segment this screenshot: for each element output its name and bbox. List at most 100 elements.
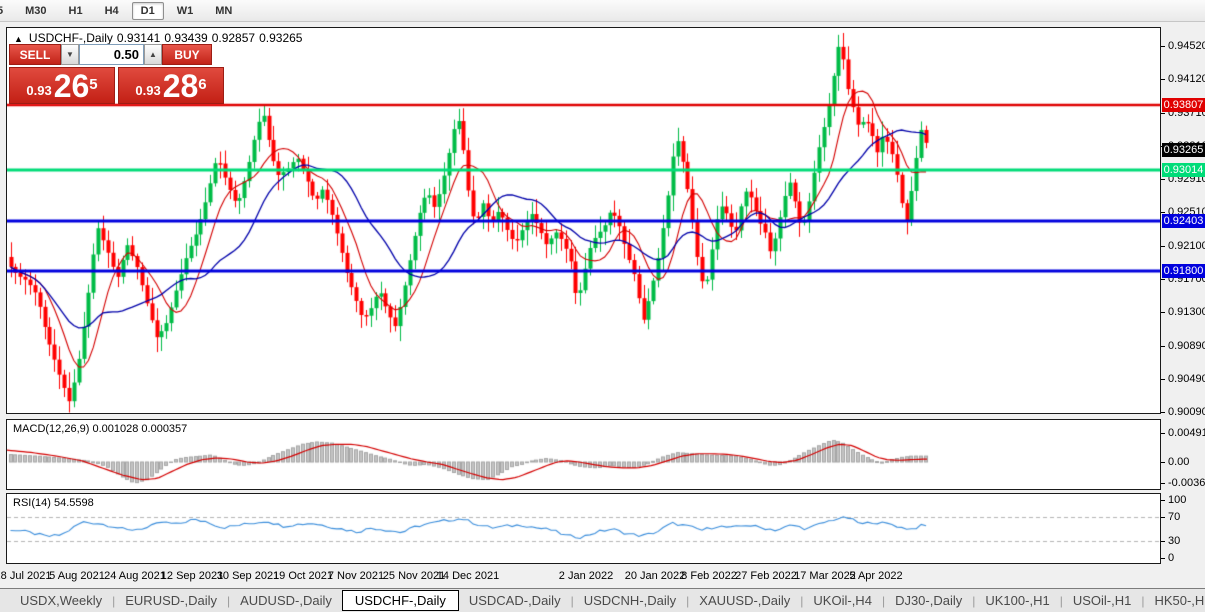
tab-separator: | (226, 593, 231, 608)
volume-increase-button[interactable]: ▲ (144, 44, 162, 65)
chart-symbol-title: USDCHF-,Daily (28, 31, 113, 45)
price-axis-tick: 0.94520 (1168, 40, 1205, 52)
chart-tab-eurusd-daily[interactable]: EURUSD-,Daily (125, 593, 217, 608)
chart-tab-usdcnh-daily[interactable]: USDCNH-,Daily (583, 593, 677, 608)
axis-tick-mark (1161, 517, 1165, 518)
axis-tick-mark (1161, 541, 1165, 542)
macd-indicator-label: MACD(12,26,9) 0.001028 0.000357 (13, 423, 188, 435)
date-axis-label: 5 Apr 2022 (849, 570, 903, 582)
rsi-panel (6, 493, 1161, 564)
chart-tab-dj30-daily[interactable]: DJ30-,Daily (895, 593, 963, 608)
tab-separator: | (686, 593, 690, 608)
price-axis-tick: 0.94120 (1168, 73, 1205, 85)
sell-quote-tile[interactable]: 0.93 26 5 (9, 67, 115, 104)
ohlc-open: 0.93141 (116, 31, 161, 45)
tab-separator: | (1141, 593, 1145, 608)
price-axis-tick: 0.90890 (1168, 340, 1205, 352)
axis-tick-mark (1161, 212, 1165, 213)
date-axis: 18 Jul 2021 5 Aug 2021 24 Aug 2021 12 Sep 2… (0, 566, 1205, 586)
level-price-label: 0.92403 (1162, 214, 1205, 228)
timeframe-button-m30[interactable]: M30 (25, 4, 47, 17)
date-axis-label: 25 Nov 2021 (382, 570, 446, 582)
volume-input[interactable] (79, 44, 144, 65)
axis-tick-mark (1161, 558, 1165, 559)
macd-canvas[interactable] (7, 420, 1160, 489)
timeframe-button-d1[interactable]: D1 (131, 1, 164, 20)
chart-tab-usdchf-daily[interactable]: USDCHF-,Daily (341, 590, 459, 611)
macd-axis-tick: 0.004913 (1168, 427, 1205, 439)
date-axis-label: 18 Jul 2021 (0, 570, 52, 582)
date-axis-label: 2 Jan 2022 (558, 570, 614, 582)
chart-title-bar: ▲ USDCHF-,Daily 0.93141 0.93439 0.92857 0.932… (14, 31, 306, 45)
tab-separator: | (570, 593, 574, 608)
chart-tab-bar: USDX,Weekly | EURUSD-,Daily | AUDUSD-,Daily U… (0, 588, 1205, 612)
price-axis-tick: 0.91300 (1168, 306, 1205, 318)
macd-panel (6, 419, 1161, 490)
price-axis-tick: 0.90490 (1168, 373, 1205, 385)
axis-tick-mark (1161, 179, 1165, 180)
sell-price-prefix: 0.93 (26, 83, 52, 98)
date-axis-label: 7 Nov 2021 (327, 570, 385, 582)
timeframe-button-h4[interactable]: H4 (104, 4, 119, 17)
volume-decrease-button[interactable]: ▼ (61, 44, 79, 65)
axis-tick-mark (1161, 46, 1165, 47)
ohlc-close: 0.93265 (259, 31, 303, 45)
rsi-axis-tick: 70 (1168, 511, 1181, 523)
chart-tab-ukoil-h4[interactable]: UKOil-,H4 (813, 593, 872, 608)
chart-tab-audusd-daily[interactable]: AUDUSD-,Daily (240, 593, 332, 608)
rsi-canvas[interactable] (7, 494, 1160, 563)
buy-price-sup: 6 (198, 76, 207, 93)
date-axis-label: 20 Jan 2022 (624, 570, 686, 582)
rsi-axis-tick: 30 (1168, 535, 1181, 547)
level-price-label: 0.93014 (1162, 163, 1205, 177)
date-axis-label: 24 Aug 2021 (104, 570, 166, 582)
level-price-label: 0.93807 (1162, 98, 1205, 112)
macd-axis-tick: 0.00 (1168, 456, 1190, 468)
axis-tick-mark (1161, 346, 1165, 347)
axis-tick-mark (1161, 379, 1165, 380)
rsi-indicator-label: RSI(14) 54.5598 (13, 497, 94, 509)
chart-tab-xauusd-daily[interactable]: XAUUSD-,Daily (699, 593, 791, 608)
timeframe-button-w1[interactable]: W1 (176, 4, 194, 17)
chart-tab-usoil-h1[interactable]: USOil-,H1 (1072, 593, 1132, 608)
price-axis-tick: 0.92100 (1168, 240, 1205, 252)
chart-tab-usdcad-daily[interactable]: USDCAD-,Daily (468, 593, 561, 608)
sell-button[interactable]: SELL (9, 44, 61, 65)
tab-separator: | (800, 593, 804, 608)
tab-separator: | (972, 593, 976, 608)
axis-tick-mark (1161, 279, 1165, 280)
sell-price-sup: 5 (89, 76, 98, 93)
date-axis-label: 17 Mar 2022 (794, 570, 856, 582)
sell-price-big: 26 (53, 68, 90, 104)
buy-button[interactable]: BUY (162, 44, 212, 65)
axis-tick-mark (1161, 462, 1165, 463)
tab-separator: | (881, 593, 886, 608)
axis-tick-mark (1161, 412, 1165, 413)
spinner-up-icon: ▲ (149, 50, 157, 59)
chart-tab-hk50-h1[interactable]: HK50-,H1 (1154, 593, 1205, 608)
axis-tick-mark (1161, 312, 1165, 313)
collapse-triangle-icon[interactable]: ▲ (14, 34, 23, 44)
spinner-down-icon: ▼ (66, 50, 74, 59)
chart-tab-usdx-weekly[interactable]: USDX,Weekly (20, 593, 103, 608)
tab-separator: | (1059, 593, 1063, 608)
date-axis-label: 14 Dec 2021 (436, 570, 500, 582)
tab-separator: | (112, 593, 116, 608)
rsi-axis-tick: 0 (1168, 552, 1175, 564)
axis-tick-mark (1161, 79, 1165, 80)
timeframe-button-mn[interactable]: MN (215, 4, 233, 17)
price-axis-tick: 0.90090 (1168, 406, 1205, 418)
chart-tab-uk100-h1[interactable]: UK100-,H1 (985, 593, 1050, 608)
axis-tick-mark (1161, 246, 1165, 247)
date-axis-label: 27 Feb 2022 (735, 570, 797, 582)
macd-axis-tick: -0.003614 (1168, 477, 1205, 489)
buy-quote-tile[interactable]: 0.93 28 6 (118, 67, 224, 104)
date-axis-label: 30 Sep 2021 (216, 570, 280, 582)
timeframe-button-5[interactable]: 5 (0, 4, 4, 17)
ohlc-high: 0.93439 (164, 31, 208, 45)
rsi-axis-tick: 100 (1168, 494, 1187, 506)
timeframe-button-h1[interactable]: H1 (68, 4, 83, 17)
buy-price-big: 28 (162, 68, 199, 104)
axis-tick-mark (1161, 500, 1165, 501)
